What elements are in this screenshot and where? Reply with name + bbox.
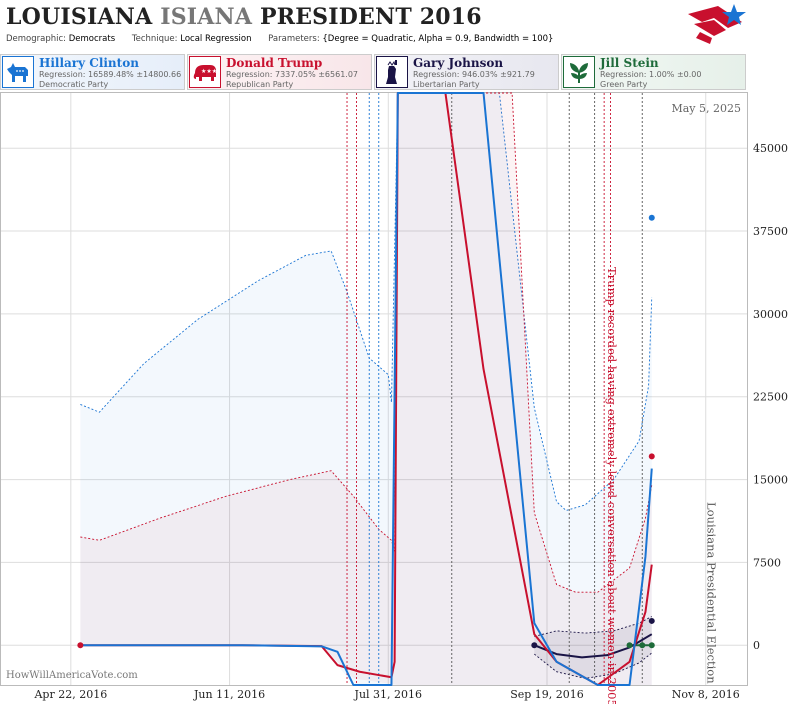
upper-bound-line [534, 616, 652, 637]
header: LOUISIANA ISIANA PRESIDENT 2016 Demograp… [0, 0, 789, 48]
upper-bound-line [80, 92, 653, 511]
candidate-name: Jill Stein [600, 56, 659, 70]
elephant-icon: ★★★ [189, 56, 221, 88]
start-point [531, 642, 538, 649]
series-line [533, 633, 653, 659]
end-point [639, 642, 646, 649]
leaf-icon [563, 56, 595, 88]
confidence-band [80, 93, 652, 685]
end-point [648, 617, 655, 624]
candidate-card-clinton[interactable]: Hillary Clinton Regression: 16589.48% ±1… [0, 54, 185, 90]
title-rest: PRESIDENT 2016 [259, 4, 482, 30]
demographic-label: Demographic: [6, 34, 67, 44]
candidate-regression: Regression: 7337.05% ±6561.07 [226, 70, 359, 79]
y-tick-label: 30000 [753, 308, 788, 321]
date-label: May 5, 2025 [671, 102, 741, 115]
candidate-party: Democratic Party [39, 80, 109, 89]
start-point [77, 642, 84, 649]
annotations: Trump recorded having extremely lewd con… [605, 267, 719, 704]
regression-chart: 0 7500 15000 22500 30000 37500 45000 Apr 22, 2… [0, 92, 788, 704]
demographic-value: Democrats [68, 34, 116, 44]
liberty-icon [376, 56, 408, 88]
candidate-legend: Hillary Clinton Regression: 16589.48% ±1… [0, 54, 789, 92]
grid [1, 93, 747, 685]
start-point [626, 642, 633, 649]
candidate-card-trump[interactable]: ★★★ Donald Trump Regression: 7337.05% ±6… [187, 54, 372, 90]
y-tick-label: 7500 [753, 556, 781, 569]
series-lines [80, 92, 653, 686]
candidate-name: Hillary Clinton [39, 56, 139, 70]
confidence-band [534, 616, 652, 679]
title-grey: ISIANA [160, 4, 253, 30]
y-tick-label: 37500 [753, 225, 788, 238]
confidence-band [80, 93, 652, 685]
confidence-bands [80, 92, 653, 685]
end-points [77, 214, 655, 649]
x-tick-label: Nov 8, 2016 [672, 688, 740, 701]
candidate-card-stein[interactable]: Jill Stein Regression: 1.00% ±0.00 Green… [561, 54, 746, 90]
candidate-card-johnson[interactable]: Gary Johnson Regression: 946.03% ±921.79… [374, 54, 559, 90]
technique-value: Local Regression [180, 34, 252, 44]
candidate-name: Gary Johnson [413, 56, 504, 70]
svg-text:★★★: ★★★ [201, 68, 217, 75]
candidate-party: Libertarian Party [413, 80, 480, 89]
candidate-regression: Regression: 1.00% ±0.00 [600, 70, 702, 79]
y-tick-label: 45000 [753, 142, 788, 155]
annotation-text: Trump recorded having extremely lewd con… [605, 267, 619, 704]
end-point [648, 642, 655, 649]
candidate-name: Donald Trump [226, 56, 323, 70]
parameters-line: Demographic: Democrats Technique: Local … [6, 34, 553, 44]
candidate-regression: Regression: 16589.48% ±14800.66 [39, 70, 182, 79]
lower-bound-line [534, 652, 653, 679]
x-axis: Apr 22, 2016 Jun 11, 2016 Jul 31, 2016 Sep … [33, 688, 739, 701]
candidate-regression: Regression: 946.03% ±921.79 [413, 70, 535, 79]
page-title: LOUISIANA ISIANA PRESIDENT 2016 [6, 4, 482, 30]
x-tick-label: Jun 11, 2016 [193, 688, 265, 701]
y-tick-label: 15000 [753, 474, 788, 487]
series-line [80, 92, 653, 686]
end-point [648, 214, 655, 221]
site-logo-icon[interactable] [684, 2, 748, 46]
parameters-label: Parameters: [268, 34, 320, 44]
y-axis: 0 7500 15000 22500 30000 37500 45000 [753, 142, 788, 652]
end-point [648, 453, 655, 460]
y-tick-label: 22500 [753, 391, 788, 404]
technique-label: Technique: [131, 34, 178, 44]
annotation-text: Louisiana Presidential Election [705, 502, 719, 684]
title-main: LOUISIANA [6, 4, 153, 30]
candidate-party: Republican Party [226, 80, 294, 89]
plot-frame [0, 92, 748, 686]
watermark: HowWillAmericaVote.com [6, 670, 138, 681]
x-tick-label: Apr 22, 2016 [33, 688, 107, 701]
y-tick-label: 0 [753, 639, 760, 652]
x-tick-label: Jul 31, 2016 [354, 688, 423, 701]
candidate-party: Green Party [600, 80, 648, 89]
donkey-icon [2, 56, 34, 88]
x-tick-label: Sep 19, 2016 [510, 688, 584, 701]
parameters-value: {Degree = Quadratic, Alpha = 0.9, Bandwi… [322, 34, 554, 44]
